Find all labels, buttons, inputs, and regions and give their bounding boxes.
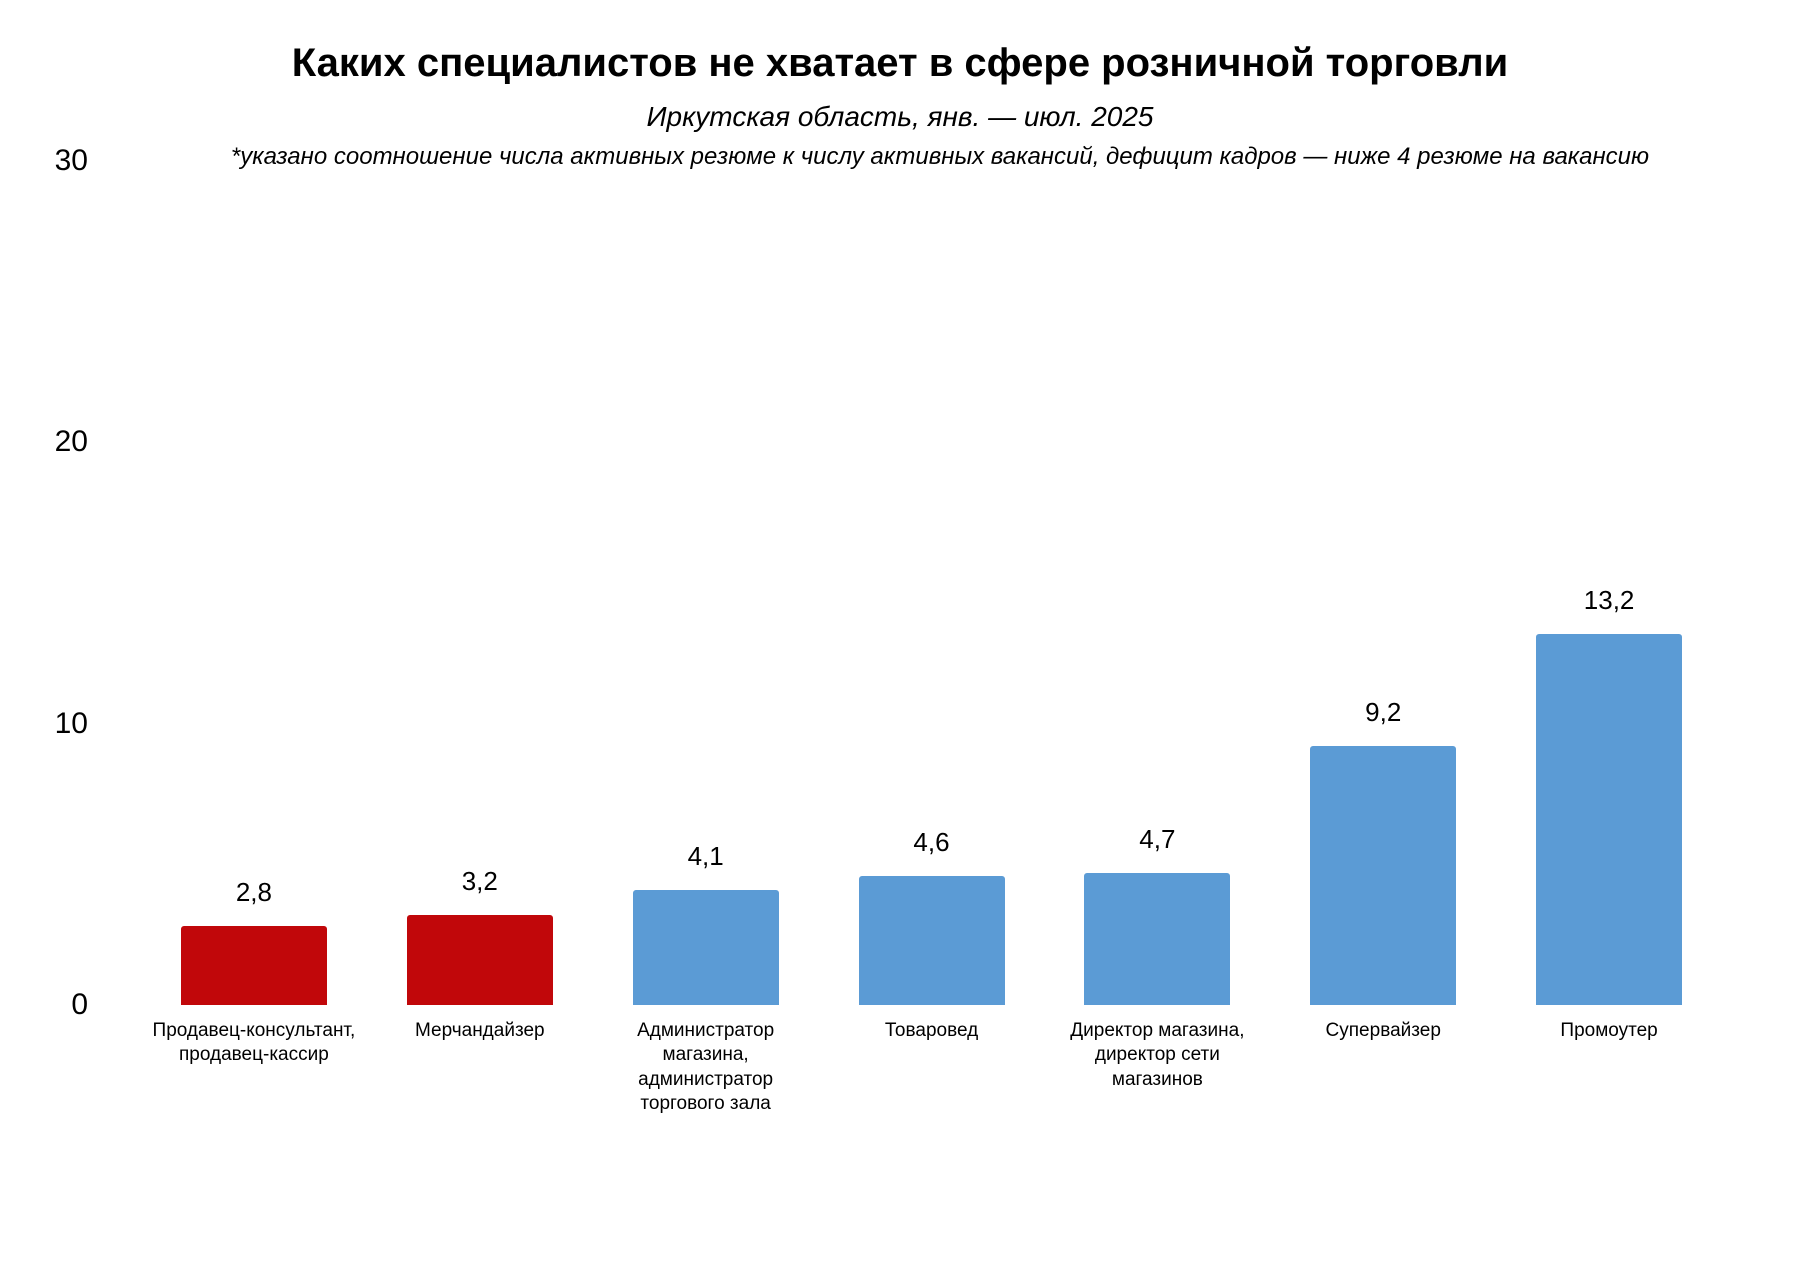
- category-cell: Мерчандайзер: [367, 1019, 593, 1116]
- category-cell: Директор магазина, директор сети магазин…: [1044, 1019, 1270, 1116]
- bar: [406, 914, 553, 1005]
- bar-value-label: 4,6: [913, 826, 950, 857]
- bar-column: 13,2: [1496, 587, 1722, 1005]
- y-tick-label: 20: [54, 425, 88, 459]
- category-label: Мерчандайзер: [414, 1020, 545, 1041]
- category-cell: Супервайзер: [1270, 1019, 1496, 1116]
- y-tick-label: 0: [71, 988, 88, 1021]
- bar: [632, 889, 779, 1005]
- category-label: Администратор магазина, администратор то…: [637, 1020, 775, 1114]
- bars-row: 2,8 3,2 4,1 4,6 4,7 9,2 13,2: [141, 0, 1722, 1005]
- category-cell: Продавец-консультант, продавец-кассир: [141, 1019, 367, 1116]
- bar-value-label: 4,7: [1139, 823, 1176, 854]
- bar-column: 4,6: [819, 829, 1045, 1005]
- y-tick-label: 10: [54, 706, 88, 740]
- category-label: Директор магазина, директор сети магазин…: [1070, 1020, 1245, 1090]
- bar: [858, 875, 1005, 1005]
- bar-column: 2,8: [141, 879, 367, 1005]
- y-axis: 0 10 20 30: [38, 0, 88, 1287]
- bar: [1536, 633, 1683, 1005]
- bar: [1310, 746, 1457, 1005]
- category-label: Промоутер: [1560, 1020, 1658, 1041]
- category-labels-row: Продавец-консультант, продавец-кассир Мер…: [141, 1019, 1722, 1116]
- bar: [1084, 872, 1231, 1005]
- bar-value-label: 9,2: [1365, 697, 1402, 728]
- bar-column: 3,2: [367, 868, 593, 1005]
- category-cell: Товаровед: [819, 1019, 1045, 1116]
- category-label: Супервайзер: [1325, 1020, 1441, 1041]
- bar-value-label: 13,2: [1583, 584, 1635, 615]
- bar-value-label: 4,1: [687, 840, 724, 871]
- plot-area: 2,8 3,2 4,1 4,6 4,7 9,2 13,2 Продавец-консульт…: [141, 0, 1722, 1116]
- category-label: Продавец-консультант, продавец-кассир: [152, 1020, 356, 1066]
- bar: [180, 926, 327, 1005]
- category-cell: Администратор магазина, администратор то…: [593, 1019, 819, 1116]
- bar-column: 4,7: [1044, 826, 1270, 1005]
- chart-subtitle: Иркутская область, янв. — июл. 2025: [646, 101, 1154, 132]
- category-cell: Промоутер: [1496, 1019, 1722, 1116]
- bar-column: 4,1: [593, 843, 819, 1005]
- bar-column: 9,2: [1270, 699, 1496, 1005]
- chart-title: Каких специалистов не хватает в сфере ро…: [291, 41, 1509, 85]
- bar-value-label: 2,8: [235, 877, 272, 908]
- chart-footnote: *указано соотношение числа активных резю…: [230, 143, 1650, 170]
- category-label: Товаровед: [884, 1020, 979, 1041]
- bar-value-label: 3,2: [461, 865, 498, 896]
- y-tick-label: 30: [54, 144, 88, 177]
